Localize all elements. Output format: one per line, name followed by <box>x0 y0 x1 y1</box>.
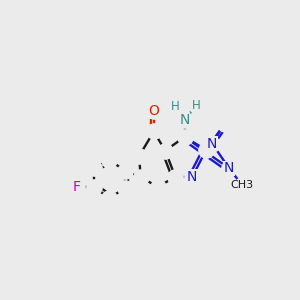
Text: F: F <box>73 180 81 194</box>
Text: O: O <box>148 104 159 118</box>
Text: N: N <box>179 113 190 127</box>
Text: H: H <box>192 99 200 112</box>
Text: N: N <box>187 170 197 184</box>
Text: CH3: CH3 <box>231 180 254 190</box>
Text: N: N <box>224 161 234 176</box>
Text: N: N <box>207 137 217 151</box>
Text: H: H <box>171 100 180 113</box>
